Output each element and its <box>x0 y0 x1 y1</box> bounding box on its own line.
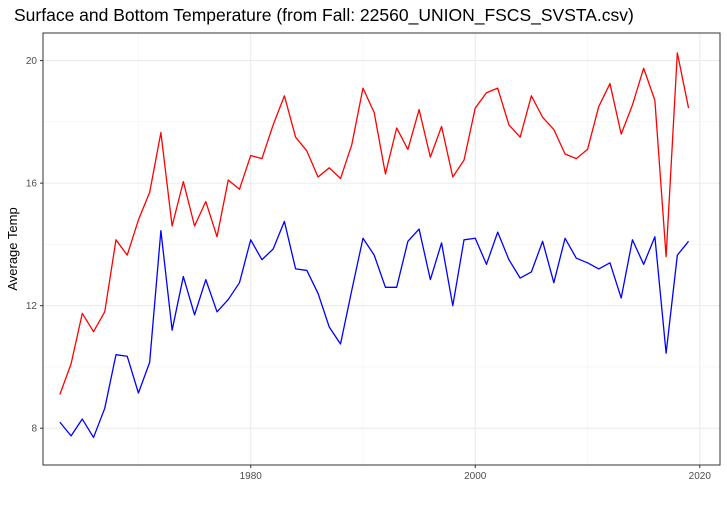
series-line-2 <box>59 220 690 439</box>
chart-title: Surface and Bottom Temperature (from Fal… <box>14 5 634 25</box>
y-tick-label: 8 <box>31 424 37 435</box>
series-layer <box>59 52 690 439</box>
y-tick-label: 16 <box>26 179 38 190</box>
plot-panel <box>43 33 720 465</box>
plot-border <box>42 32 721 466</box>
y-tick-label: 12 <box>26 301 38 312</box>
y-axis: 8 12 16 20 <box>26 56 43 435</box>
series-line-1 <box>59 52 690 395</box>
x-axis: 1980 2000 2020 <box>240 465 712 482</box>
x-tick-label: 2000 <box>464 471 487 482</box>
y-axis-title: Average Temp <box>5 207 20 290</box>
y-tick-label: 20 <box>26 56 38 67</box>
major-gridlines <box>43 33 720 465</box>
x-tick-label: 2020 <box>689 471 712 482</box>
x-tick-label: 1980 <box>240 471 263 482</box>
